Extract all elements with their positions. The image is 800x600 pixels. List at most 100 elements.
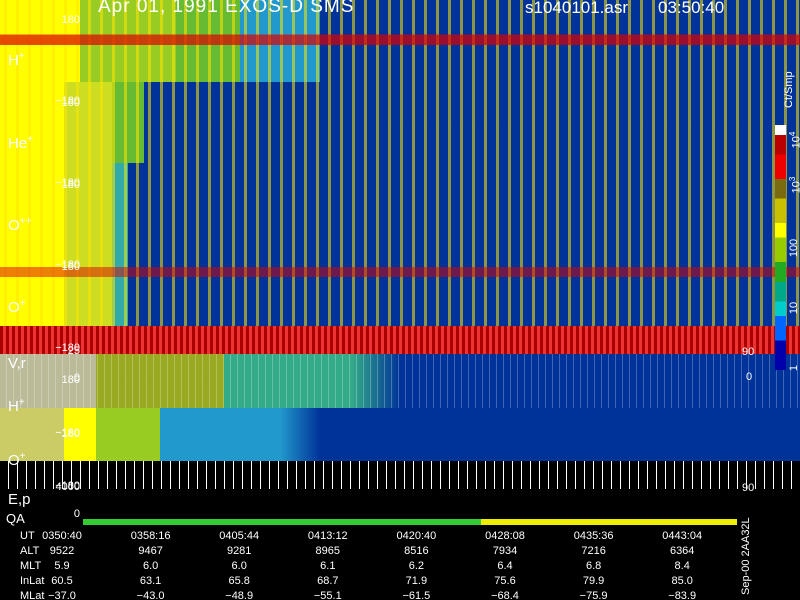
- axis-bottom-label: −180: [55, 480, 80, 492]
- row-value: 0358:16: [130, 530, 171, 542]
- colorbar-tick-label: 103: [788, 177, 800, 194]
- panel-label-sup: +: [18, 397, 25, 408]
- panel-label: O+: [8, 451, 26, 469]
- row-value: 7934: [492, 545, 518, 557]
- row-value: 63.1: [139, 575, 162, 587]
- row-value: 0443:04: [662, 530, 703, 542]
- axis-top-label: 4000: [55, 481, 80, 493]
- row-value: 8.4: [674, 560, 690, 572]
- title: Apr 01, 1991 EXOS-D SMS: [98, 0, 355, 17]
- row-value: 60.5: [51, 575, 73, 587]
- row-label: MLat: [20, 590, 45, 600]
- panel-label-text: E,p: [8, 491, 31, 508]
- colorbar-tick-label: 100: [788, 239, 800, 257]
- axis-right-bottom-label: 0: [746, 371, 753, 383]
- spectrogram-panel: [0, 0, 800, 82]
- row-value: 9467: [138, 545, 163, 557]
- row-value: 0428:08: [485, 530, 525, 542]
- panel-label: E,p: [8, 491, 31, 508]
- axis-top-label: 180: [61, 428, 80, 440]
- panel-label-text: H: [8, 52, 19, 69]
- axis-bottom-label: −180: [55, 342, 80, 354]
- row-value: 0413:12: [307, 530, 348, 542]
- row-label: ALT: [20, 545, 40, 557]
- row-value: 7216: [581, 545, 606, 557]
- row-value: 0350:40: [42, 530, 82, 542]
- panel-label-text: V,r: [8, 355, 26, 372]
- row-value: 8965: [315, 545, 341, 557]
- spectrogram-panel: [0, 408, 800, 461]
- spectrogram-panel: [0, 354, 800, 408]
- row-value: −37.0: [48, 590, 76, 600]
- panel-label-sup: +: [18, 51, 25, 62]
- row-value: 6.8: [585, 560, 602, 572]
- panel-label: O++: [8, 216, 31, 234]
- row-value: −61.5: [402, 590, 431, 600]
- row-value: 5.9: [54, 560, 70, 572]
- colorbar-tick-base: 10: [790, 181, 800, 194]
- axis-bottom-label: −180: [55, 259, 80, 271]
- file-name: s1040101.asr: [525, 0, 629, 17]
- time: 03:50:40: [658, 0, 725, 17]
- colorbar-tick-exp: 4: [788, 131, 797, 137]
- axis-top-label: 180: [61, 179, 80, 191]
- panel-label: V,r: [8, 355, 26, 372]
- spectrogram-panel: [0, 326, 800, 354]
- panel-label-sup: ++: [19, 215, 32, 227]
- spectrogram-panel: [0, 82, 800, 163]
- row-value: 6.1: [320, 560, 336, 572]
- colorbar-tick-label: 104: [788, 132, 800, 149]
- row-value: 71.9: [405, 575, 428, 587]
- colorbar-unit: Ct/Smp: [783, 71, 795, 108]
- colorbar: [775, 125, 786, 370]
- side-note: Sep-00 2AA32L: [740, 517, 752, 595]
- row-value: 9281: [226, 545, 252, 557]
- row-value: 6.2: [408, 560, 425, 572]
- colorbar-tick-label: 1: [788, 365, 800, 371]
- axis-bottom-label: −180: [55, 427, 80, 439]
- row-value: −68.4: [491, 590, 519, 600]
- spectrogram-panel: [0, 163, 800, 244]
- row-value: 0435:36: [573, 530, 614, 542]
- qa-label: QA: [6, 511, 25, 526]
- panel-label-text: O: [8, 216, 20, 234]
- axis-top-label: 180: [61, 14, 80, 26]
- row-value: 0405:44: [219, 530, 260, 542]
- colorbar-tick-base: 10: [788, 301, 800, 315]
- colorbar-tick-base: 1: [788, 364, 800, 372]
- axis-top-label: 25: [67, 345, 80, 357]
- row-value: 85.0: [671, 575, 693, 587]
- panel-label: H+: [8, 51, 25, 69]
- spectrogram-panel: [0, 244, 800, 326]
- row-value: 75.6: [494, 575, 516, 587]
- colorbar-tick-label: 10: [788, 302, 800, 314]
- row-value: −48.9: [225, 590, 254, 600]
- row-value: −83.9: [668, 590, 697, 600]
- panel-label: O+: [8, 298, 26, 316]
- qa-bar-fair: [481, 519, 737, 525]
- panel-label: H+: [8, 397, 25, 415]
- row-label: InLat: [20, 575, 45, 587]
- panel-label-sup: +: [19, 298, 26, 309]
- axis-top-label: 180: [61, 374, 80, 386]
- panel-label-sup: +: [19, 450, 26, 462]
- axis-bottom-label: −180: [55, 95, 80, 107]
- axis-bottom-label: 0: [73, 508, 80, 520]
- row-value: 6.0: [231, 560, 247, 572]
- row-value: 6.4: [497, 560, 513, 572]
- row-value: 6.0: [142, 560, 159, 572]
- spectrogram-panel: [0, 461, 800, 489]
- qa-bar-good: [83, 519, 481, 525]
- row-value: −43.0: [136, 590, 165, 600]
- row-value: 9522: [49, 545, 75, 557]
- row-value: 0420:40: [396, 530, 437, 542]
- row-label: MLT: [20, 560, 42, 572]
- panel-label-text: H: [8, 398, 19, 415]
- panel-label-text: He: [8, 134, 28, 152]
- colorbar-tick-base: 100: [788, 238, 800, 258]
- row-value: −55.1: [313, 590, 342, 600]
- row-value: 65.8: [228, 575, 250, 587]
- axis-top-label: 180: [61, 97, 80, 109]
- colorbar-tick-exp: 3: [788, 176, 797, 182]
- row-value: 8516: [404, 545, 429, 557]
